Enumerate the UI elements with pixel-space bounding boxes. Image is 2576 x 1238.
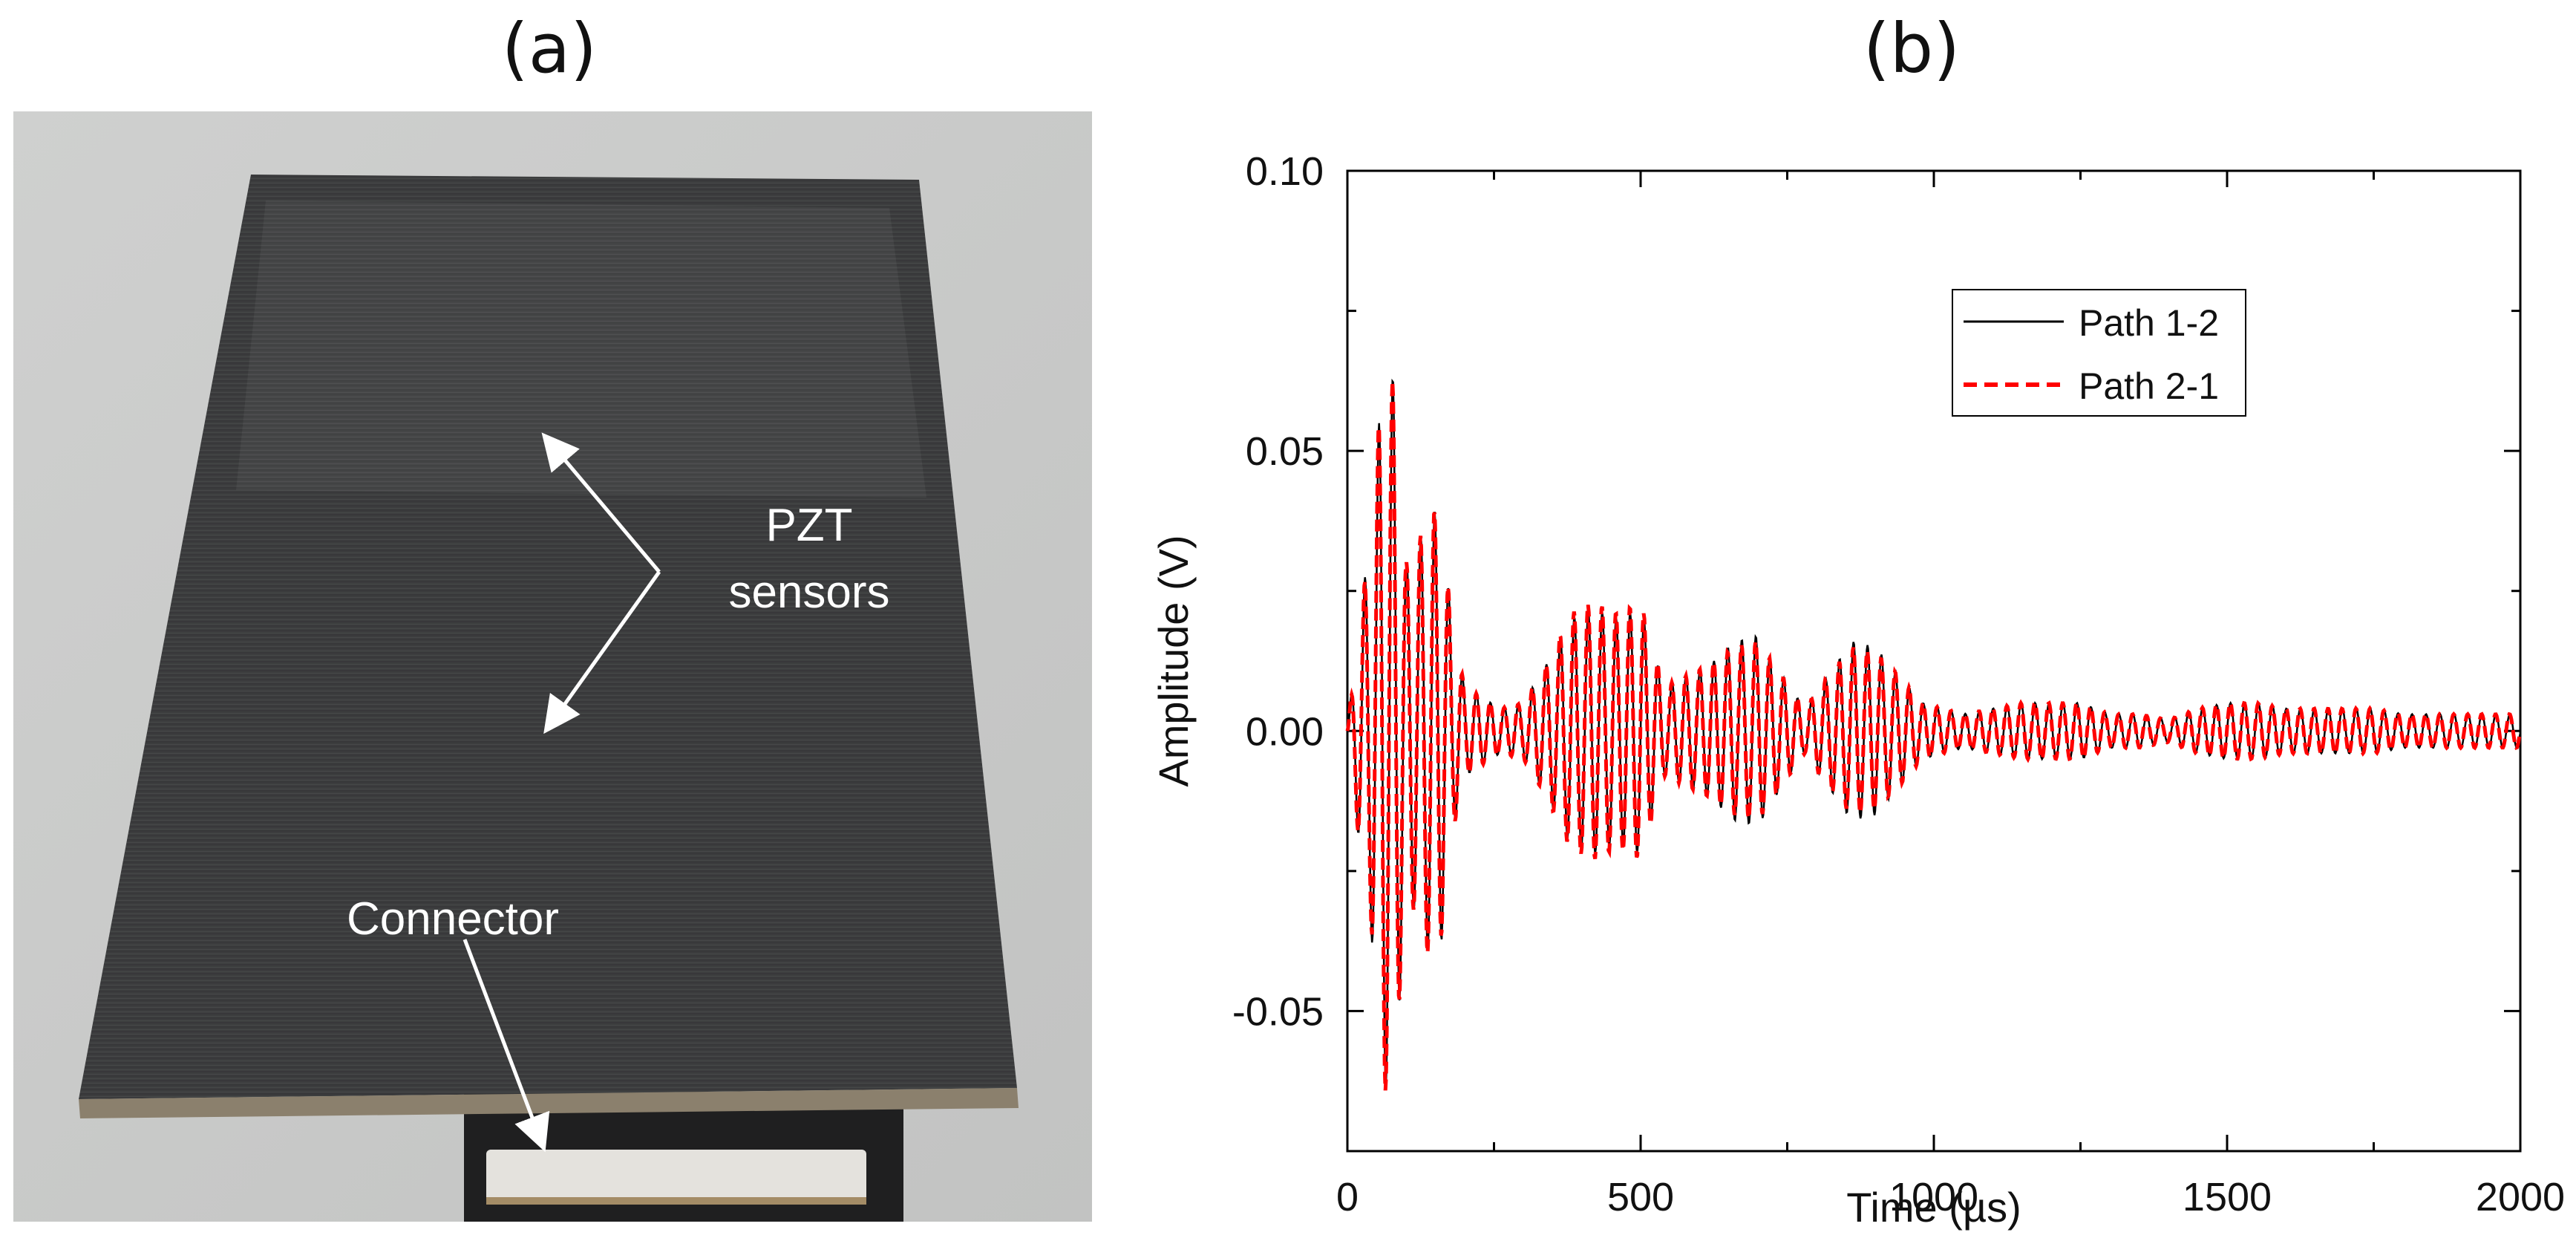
arrow-to-connector [462, 939, 550, 1153]
legend: Path 1-2 Path 2-1 [1952, 289, 2246, 417]
legend-box [1952, 289, 2246, 417]
panel-label-a: (a) [501, 9, 598, 88]
x-tick-label: 0 [1336, 1175, 1359, 1219]
y-tick-label: 0.00 [1246, 709, 1324, 754]
arrow-to-sensor-bottom [543, 570, 661, 734]
panel-label-b: (b) [1863, 9, 1961, 88]
annotation-connector: Connector [347, 893, 559, 945]
series-line-path-2-1 [1345, 381, 2522, 1091]
legend-label-path-1-2: Path 1-2 [2079, 302, 2219, 344]
photo-panel: PZT sensors Connector [13, 111, 1092, 1222]
plot-frame [1346, 169, 2522, 1153]
annotation-sensors: sensors [728, 567, 889, 618]
series-layer [1345, 378, 2522, 1091]
x-tick-label: 500 [1607, 1175, 1674, 1219]
x-axis-label: Time (µs) [1846, 1184, 2021, 1231]
x-axis: 0 500 1000 1500 2000 [1336, 171, 2565, 1219]
connector-body [486, 1150, 866, 1203]
composite-laminate [79, 175, 1017, 1099]
x-tick-label: 1000 [1889, 1175, 1978, 1219]
connector-base [486, 1197, 866, 1205]
y-tick-label: 0.05 [1246, 429, 1324, 474]
y-axis-label: Amplitude (V) [1150, 535, 1197, 786]
photo-illustration: PZT sensors Connector [13, 111, 1092, 1222]
y-tick-label: -0.05 [1232, 989, 1324, 1034]
y-axis: -0.05 0.00 0.05 0.10 [1232, 149, 2520, 1034]
annotation-pzt: PZT [765, 500, 852, 551]
x-tick-label: 2000 [2476, 1175, 2565, 1219]
chart-panel: 0 500 1000 1500 2000 -0.05 0.00 0.05 0.10 Time … [1128, 111, 2569, 1233]
arrow-to-sensor-top [541, 432, 661, 573]
plot-area-border [1346, 169, 2522, 1153]
y-tick-label: 0.10 [1246, 149, 1324, 194]
laminate-edge [79, 1088, 1019, 1118]
legend-label-path-2-1: Path 2-1 [2079, 365, 2219, 407]
x-tick-label: 1500 [2183, 1175, 2272, 1219]
chart-svg: 0 500 1000 1500 2000 -0.05 0.00 0.05 0.10 Time … [1150, 149, 2565, 1231]
